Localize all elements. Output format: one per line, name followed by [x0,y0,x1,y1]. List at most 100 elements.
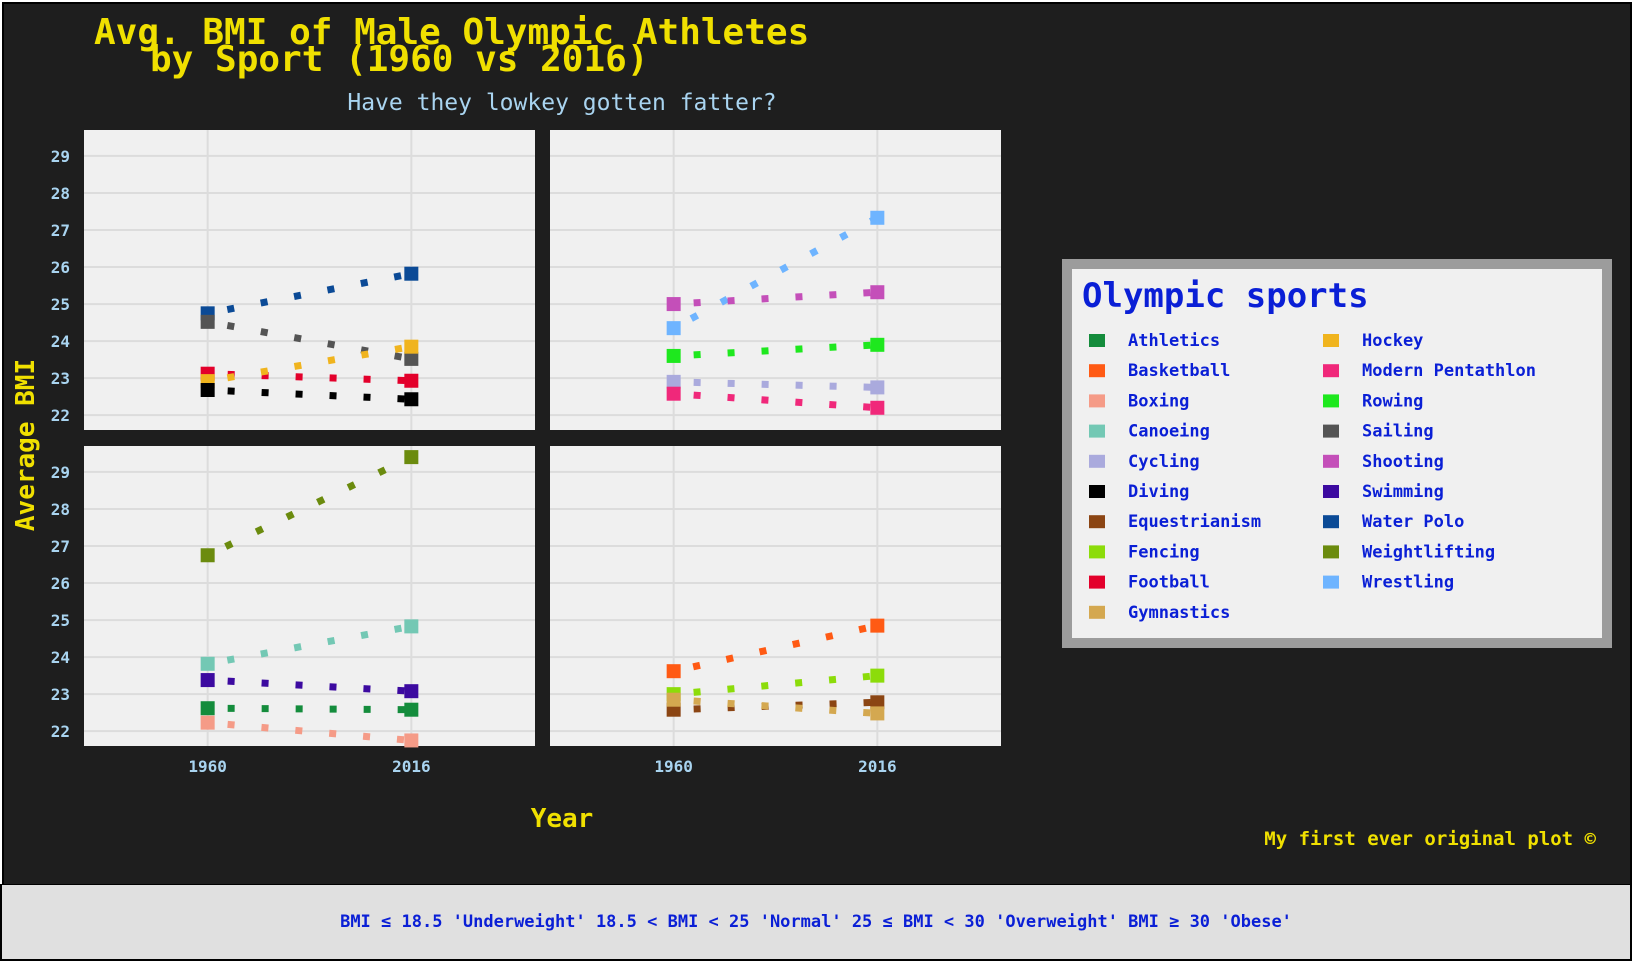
legend-item-sailing: Sailing [1323,422,1434,442]
legend-label: Diving [1128,482,1189,502]
legend-title: Olympic sports [1082,276,1369,316]
legend-item-diving: Diving [1089,482,1189,502]
legend-item-weightlifting: Weightlifting [1323,542,1495,562]
point-2016 [404,392,419,407]
y-tick-label: 24 [51,332,70,351]
facet-panel-bottom-left: 22 23 24 25 26 27 28 29 1960 2016 [51,446,535,776]
legend-item-swimming: Swimming [1323,482,1444,502]
legend-key [1323,454,1339,468]
point-1960 [666,348,681,363]
legend-item-wrestling: Wrestling [1323,573,1454,593]
y-tick-label: 23 [51,369,70,388]
legend-item-athletics: Athletics [1089,331,1220,351]
legend-item-basketball: Basketball [1089,361,1230,381]
legend-key [1323,394,1339,408]
point-1960 [200,673,215,688]
series-rowing [666,337,885,363]
point-2016 [870,210,885,225]
legend-label: Athletics [1128,331,1220,351]
legend-key [1089,605,1105,619]
legend-label: Canoeing [1128,422,1210,442]
legend-label: Football [1128,573,1210,593]
y-tick-label: 28 [51,184,70,203]
legend-key [1323,334,1339,347]
legend-key [1089,545,1105,559]
point-2016 [870,668,885,683]
legend-key [1323,545,1339,559]
legend-label: Weightlifting [1362,542,1495,562]
legend-key [1089,515,1105,529]
legend-label: Hockey [1362,331,1423,351]
y-tick-label: 25 [51,611,70,630]
point-1960 [200,656,215,671]
series-diving [200,383,419,407]
y-tick-label: 22 [51,406,70,425]
legend-key [1323,364,1339,378]
facet-panel-bottom-right: 1960 2016 [550,446,1001,776]
legend: Olympic sports Athletics Basketball Boxing… [1062,259,1612,648]
plot-caption: My first ever original plot © [1264,828,1596,850]
legend-item-shooting: Shooting [1323,452,1444,472]
series-boxing [200,715,419,748]
legend-label: Swimming [1362,482,1444,502]
point-2016 [404,684,419,699]
y-tick-label: 24 [51,648,70,667]
legend-key [1089,485,1105,498]
y-axis-title: Average BMI [11,359,41,531]
point-2016 [870,285,885,300]
series-shooting [666,285,885,312]
y-tick-label: 27 [51,537,70,556]
y-tick-label: 23 [51,685,70,704]
point-2016 [404,733,419,748]
facet-panel-top-left: 22 23 24 25 26 27 28 29 [51,130,535,430]
y-tick-label: 29 [51,147,70,166]
panel-background [84,446,535,746]
point-2016 [870,706,885,721]
point-1960 [666,386,681,401]
x-axis-title: Year [531,804,594,834]
x-tick-label: 1960 [654,757,693,776]
y-tick-label: 25 [51,295,70,314]
series-modern-pentathlon [666,386,885,415]
legend-key [1089,334,1105,347]
panel-background [84,130,535,430]
point-1960 [200,383,215,397]
legend-item-rowing: Rowing [1323,391,1423,411]
series-weightlifting [200,450,419,563]
legend-key [1089,454,1105,468]
point-1960 [666,664,681,679]
bmi-note-band: BMI ≤ 18.5 'Underweight' 18.5 < BMI < 25… [0,884,1632,961]
x-tick-label: 1960 [188,757,227,776]
legend-label: Fencing [1128,542,1200,562]
point-2016 [870,695,885,710]
legend-label: Modern Pentathlon [1362,361,1536,381]
legend-label: Wrestling [1362,573,1454,593]
legend-label: Boxing [1128,391,1189,411]
panel-background [550,446,1001,746]
panel-background [550,130,1001,430]
legend-label: Gymnastics [1128,603,1230,623]
facet-panels: 22 23 24 25 26 27 28 29 22 23 24 25 26 27 28 29 1960 2016… [51,130,1001,776]
legend-item-canoeing: Canoeing [1089,422,1210,442]
series-athletics [200,701,419,717]
y-tick-label: 26 [51,258,70,277]
chart-title-line1: Avg. BMI of Male Olympic Athletes [94,12,809,53]
legend-key [1323,424,1339,438]
plot-background: Avg. BMI of Male Olympic Athletes by Spo… [2,2,1632,886]
point-2016 [404,619,419,634]
point-2016 [404,373,419,388]
point-1960 [200,701,215,716]
point-1960 [666,297,681,312]
point-1960 [666,692,681,707]
y-tick-label: 26 [51,574,70,593]
legend-key [1323,575,1339,589]
bmi-footnote: BMI ≤ 18.5 'Underweight' 18.5 < BMI < 25… [340,912,1292,932]
legend-label: Sailing [1362,422,1434,442]
series-cycling [666,374,885,395]
legend-label: Basketball [1128,361,1230,381]
point-2016 [404,351,419,366]
point-1960 [666,321,681,336]
legend-key [1089,394,1105,408]
legend-item-fencing: Fencing [1089,542,1200,562]
